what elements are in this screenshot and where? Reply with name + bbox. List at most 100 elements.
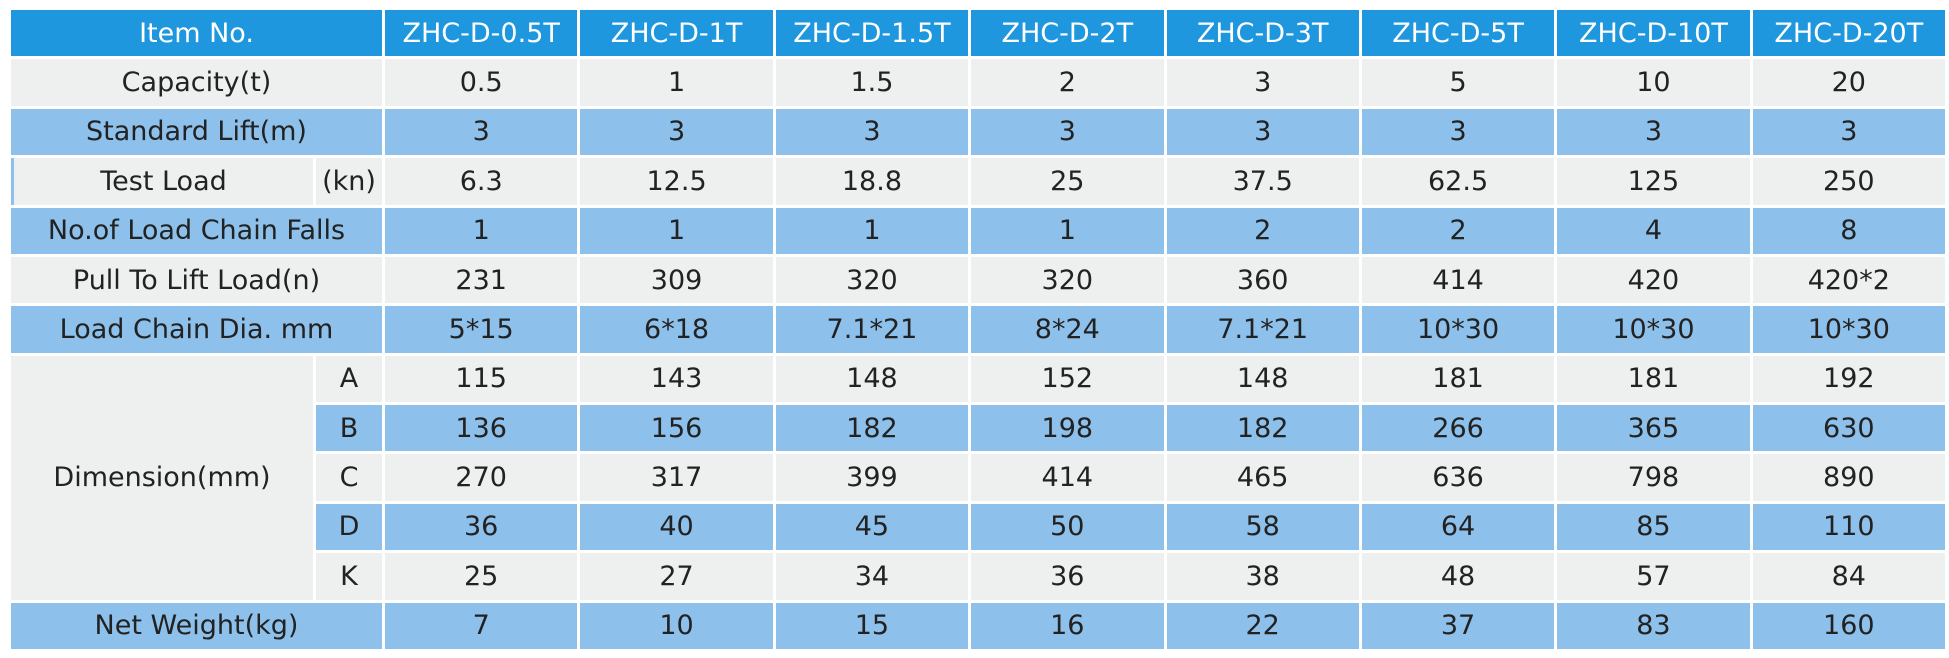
table-cell: 12.5 (580, 158, 773, 205)
table-cell: 320 (971, 256, 1164, 304)
table-cell: 25 (385, 553, 578, 600)
dimension-key: B (316, 405, 382, 452)
dimension-key: D (316, 503, 382, 551)
spec-table: Item No. ZHC-D-0.5T ZHC-D-1T ZHC-D-1.5T … (8, 7, 1948, 652)
test-load-row: Test Load (kn) 6.3 12.5 18.8 25 37.5 62.… (11, 158, 1945, 205)
table-cell: 6*18 (580, 306, 773, 353)
table-cell: 636 (1361, 454, 1555, 501)
header-row: Item No. ZHC-D-0.5T ZHC-D-1T ZHC-D-1.5T … (11, 10, 1945, 57)
chain-falls-row: No.of Load Chain Falls 1 1 1 1 2 2 4 8 (11, 207, 1945, 254)
table-cell: 10 (1557, 59, 1750, 106)
row-label: Standard Lift(m) (11, 108, 382, 156)
dimension-row-k: K 25 27 34 36 38 48 57 84 (11, 553, 1945, 600)
table-cell: 1.5 (775, 59, 969, 106)
table-cell: 10*30 (1361, 306, 1555, 353)
table-cell: 160 (1752, 602, 1945, 649)
table-cell: 798 (1557, 454, 1750, 501)
table-cell: 115 (385, 355, 578, 402)
table-cell: 198 (971, 405, 1164, 452)
table-cell: 125 (1557, 158, 1750, 205)
table-cell: 34 (775, 553, 969, 600)
table-cell: 83 (1557, 602, 1750, 649)
model-header: ZHC-D-2T (971, 10, 1164, 57)
table-cell: 40 (580, 503, 773, 551)
net-weight-row: Net Weight(kg) 7 10 15 16 22 37 83 160 (11, 602, 1945, 649)
table-cell: 148 (1166, 355, 1359, 402)
table-cell: 250 (1752, 158, 1945, 205)
row-label: No.of Load Chain Falls (11, 207, 382, 254)
table-cell: 192 (1752, 355, 1945, 402)
table-cell: 320 (775, 256, 969, 304)
table-cell: 630 (1752, 405, 1945, 452)
dimension-label: Dimension(mm) (11, 355, 313, 600)
table-cell: 2 (1361, 207, 1555, 254)
table-cell: 36 (385, 503, 578, 551)
table-cell: 7.1*21 (1166, 306, 1359, 353)
table-cell: 231 (385, 256, 578, 304)
table-cell: 3 (1166, 59, 1359, 106)
table-cell: 143 (580, 355, 773, 402)
table-cell: 36 (971, 553, 1164, 600)
table-cell: 7.1*21 (775, 306, 969, 353)
table-cell: 38 (1166, 553, 1359, 600)
table-cell: 18.8 (775, 158, 969, 205)
table-cell: 420*2 (1752, 256, 1945, 304)
model-header: ZHC-D-1.5T (775, 10, 969, 57)
table-cell: 57 (1557, 553, 1750, 600)
table-cell: 64 (1361, 503, 1555, 551)
row-label: Test Load (11, 158, 313, 205)
chain-dia-row: Load Chain Dia. mm 5*15 6*18 7.1*21 8*24… (11, 306, 1945, 353)
dimension-row-c: C 270 317 399 414 465 636 798 890 (11, 454, 1945, 501)
table-cell: 6.3 (385, 158, 578, 205)
table-cell: 136 (385, 405, 578, 452)
table-cell: 414 (1361, 256, 1555, 304)
table-cell: 5 (1361, 59, 1555, 106)
table-cell: 37.5 (1166, 158, 1359, 205)
table-cell: 309 (580, 256, 773, 304)
table-cell: 360 (1166, 256, 1359, 304)
row-label: Capacity(t) (11, 59, 382, 106)
table-cell: 3 (1557, 108, 1750, 156)
dimension-row-a: Dimension(mm) A 115 143 148 152 148 181 … (11, 355, 1945, 600)
table-cell: 7 (385, 602, 578, 649)
dimension-key: K (316, 553, 382, 600)
table-cell: 10*30 (1752, 306, 1945, 353)
table-cell: 15 (775, 602, 969, 649)
table-cell: 8*24 (971, 306, 1164, 353)
standard-lift-row: Standard Lift(m) 3 3 3 3 3 3 3 3 (11, 108, 1945, 156)
table-cell: 45 (775, 503, 969, 551)
table-cell: 182 (775, 405, 969, 452)
table-cell: 27 (580, 553, 773, 600)
table-cell: 16 (971, 602, 1164, 649)
model-header: ZHC-D-1T (580, 10, 773, 57)
table-cell: 399 (775, 454, 969, 501)
table-cell: 4 (1557, 207, 1750, 254)
table-cell: 50 (971, 503, 1164, 551)
model-header: ZHC-D-5T (1361, 10, 1555, 57)
table-cell: 181 (1557, 355, 1750, 402)
dimension-row-d: D 36 40 45 50 58 64 85 110 (11, 503, 1945, 551)
table-cell: 1 (580, 207, 773, 254)
table-cell: 890 (1752, 454, 1945, 501)
table-cell: 2 (1166, 207, 1359, 254)
table-cell: 3 (580, 108, 773, 156)
dimension-row-b: B 136 156 182 198 182 266 365 630 (11, 405, 1945, 452)
model-header: ZHC-D-10T (1557, 10, 1750, 57)
table-cell: 3 (775, 108, 969, 156)
table-cell: 3 (385, 108, 578, 156)
table-cell: 266 (1361, 405, 1555, 452)
table-cell: 420 (1557, 256, 1750, 304)
table-cell: 1 (775, 207, 969, 254)
table-cell: 148 (775, 355, 969, 402)
item-no-header: Item No. (11, 10, 382, 57)
table-cell: 3 (971, 108, 1164, 156)
table-cell: 85 (1557, 503, 1750, 551)
table-cell: 84 (1752, 553, 1945, 600)
table-cell: 317 (580, 454, 773, 501)
table-cell: 2 (971, 59, 1164, 106)
table-cell: 10 (580, 602, 773, 649)
table-cell: 3 (1166, 108, 1359, 156)
model-header: ZHC-D-20T (1752, 10, 1945, 57)
row-label: Pull To Lift Load(n) (11, 256, 382, 304)
table-cell: 8 (1752, 207, 1945, 254)
